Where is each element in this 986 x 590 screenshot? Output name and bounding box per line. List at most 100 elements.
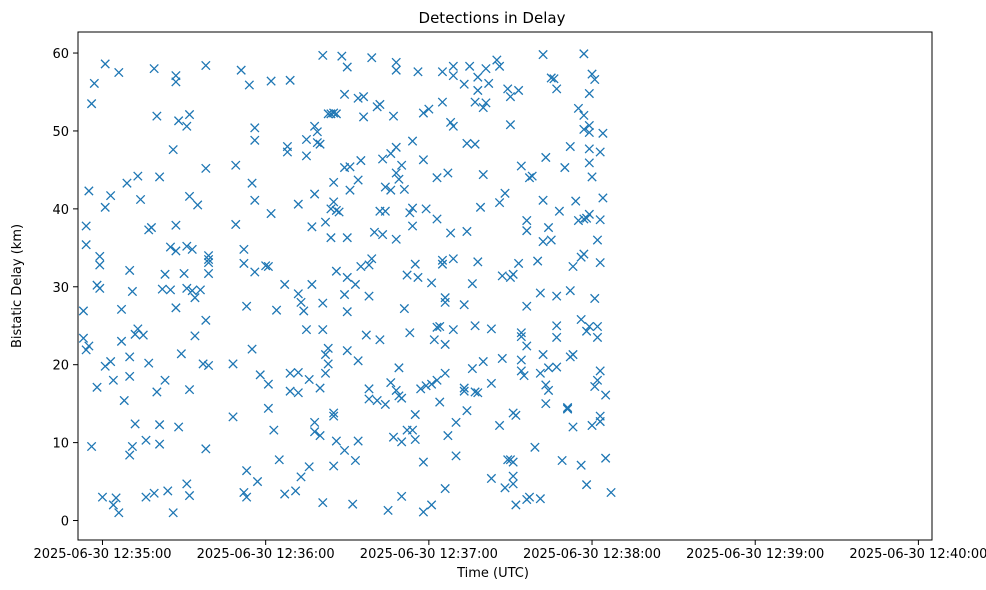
- data-point-marker: [160, 375, 170, 385]
- data-point-marker: [543, 363, 554, 373]
- data-point-marker: [405, 208, 415, 218]
- data-point-marker: [299, 306, 309, 316]
- data-point-marker: [114, 508, 124, 518]
- data-point-marker: [587, 172, 597, 182]
- data-point-marker: [541, 398, 551, 409]
- data-point-marker: [168, 508, 178, 518]
- data-point-marker: [546, 235, 556, 245]
- data-point-marker: [154, 420, 165, 430]
- data-point-marker: [328, 411, 339, 421]
- data-point-marker: [552, 332, 562, 343]
- data-point-marker: [369, 227, 380, 237]
- data-point-marker: [470, 97, 480, 107]
- data-point-marker: [584, 144, 594, 154]
- data-point-marker: [535, 288, 546, 298]
- data-point-marker: [293, 367, 303, 378]
- data-point-marker: [571, 196, 581, 206]
- data-point-marker: [375, 99, 385, 110]
- data-point-marker: [494, 420, 505, 431]
- data-point-marker: [524, 173, 535, 183]
- data-point-marker: [309, 121, 320, 131]
- data-point-marker: [247, 178, 257, 188]
- data-point-marker: [462, 406, 472, 416]
- data-point-marker: [95, 251, 105, 262]
- data-point-marker: [478, 356, 488, 367]
- data-point-marker: [127, 441, 138, 452]
- data-point-marker: [516, 331, 526, 342]
- data-point-marker: [95, 283, 105, 293]
- data-point-marker: [464, 61, 475, 71]
- data-point-marker: [396, 491, 407, 502]
- data-point-marker: [600, 390, 611, 400]
- data-point-marker: [250, 123, 260, 133]
- data-point-marker: [508, 269, 518, 279]
- data-point-marker: [263, 403, 274, 413]
- data-point-marker: [505, 92, 516, 102]
- data-point-marker: [522, 341, 532, 351]
- data-point-marker: [592, 321, 603, 332]
- data-point-marker: [554, 206, 565, 216]
- data-point-marker: [130, 419, 140, 429]
- data-point-marker: [86, 441, 97, 452]
- data-point-marker: [190, 293, 200, 303]
- data-point-marker: [105, 356, 116, 367]
- data-point-marker: [353, 356, 363, 366]
- data-point-marker: [473, 72, 483, 82]
- data-point-marker: [532, 256, 543, 266]
- data-point-marker: [358, 112, 369, 122]
- data-point-marker: [462, 138, 472, 149]
- data-point-marker: [282, 147, 293, 157]
- data-point-marker: [241, 465, 252, 476]
- data-point-marker: [328, 408, 339, 418]
- data-point-marker: [320, 217, 331, 227]
- data-point-marker: [203, 268, 214, 279]
- data-point-marker: [304, 374, 314, 385]
- data-point-marker: [600, 453, 611, 463]
- data-point-marker: [492, 55, 502, 65]
- data-point-marker: [486, 473, 497, 484]
- data-point-marker: [475, 202, 486, 212]
- data-point-marker: [573, 215, 584, 226]
- data-point-marker: [513, 85, 524, 96]
- data-point-marker: [367, 53, 377, 63]
- data-point-marker: [331, 266, 342, 276]
- data-point-marker: [339, 445, 350, 456]
- data-point-marker: [154, 172, 165, 182]
- data-point-marker: [342, 233, 352, 243]
- data-point-marker: [320, 349, 331, 360]
- data-point-marker: [543, 385, 554, 396]
- data-point-marker: [552, 321, 562, 331]
- data-point-marker: [163, 486, 173, 496]
- data-point-marker: [171, 70, 181, 81]
- data-point-marker: [437, 97, 448, 107]
- data-point-marker: [557, 455, 567, 466]
- data-point-marker: [241, 492, 252, 502]
- data-point-marker: [323, 343, 333, 353]
- data-point-marker: [328, 177, 339, 188]
- data-point-marker: [448, 324, 458, 335]
- data-point-marker: [318, 50, 328, 61]
- data-point-marker: [584, 88, 594, 99]
- data-point-marker: [152, 387, 162, 397]
- data-point-marker: [125, 265, 135, 276]
- data-point-marker: [421, 381, 431, 391]
- data-point-marker: [241, 301, 252, 311]
- data-point-marker: [285, 75, 295, 85]
- data-point-marker: [367, 254, 377, 264]
- data-point-marker: [549, 74, 559, 84]
- data-point-marker: [296, 472, 306, 482]
- data-point-marker: [171, 303, 181, 313]
- data-point-marker: [516, 161, 526, 171]
- data-point-marker: [312, 137, 322, 148]
- data-point-marker: [301, 151, 312, 161]
- data-point-marker: [383, 505, 393, 516]
- data-point-marker: [201, 60, 211, 71]
- data-point-marker: [304, 462, 314, 472]
- data-point-marker: [331, 205, 342, 216]
- data-point-marker: [443, 430, 453, 441]
- data-point-marker: [184, 191, 195, 202]
- data-point-marker: [100, 202, 110, 212]
- data-point-marker: [239, 487, 249, 498]
- data-point-marker: [95, 260, 105, 270]
- data-point-marker: [364, 394, 374, 404]
